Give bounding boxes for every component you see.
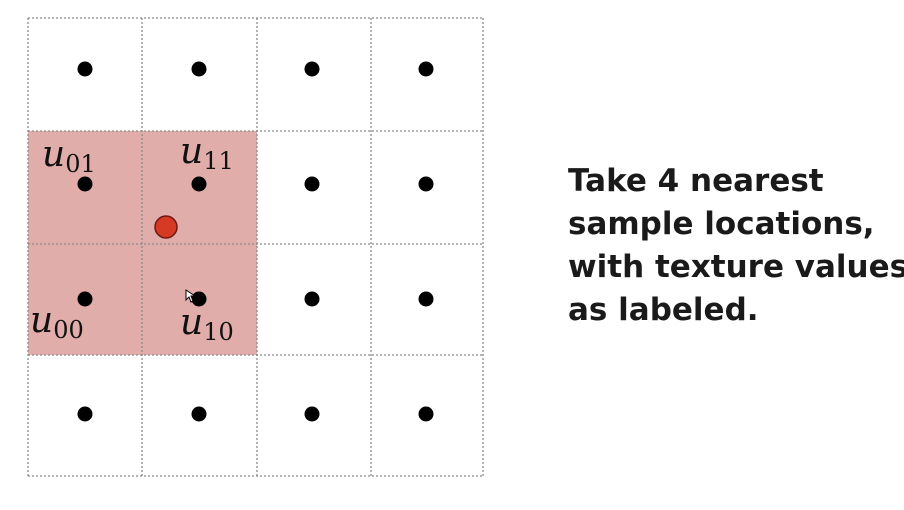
sample-point-r1-c2 xyxy=(304,176,320,192)
sample-point-r1-c0 xyxy=(77,176,93,192)
sample-point-r0-c1 xyxy=(191,61,207,77)
caption-line-4: as labeled. xyxy=(568,292,759,328)
sample-point-r2-c2 xyxy=(304,291,320,307)
sample-point-r3-c2 xyxy=(304,406,320,422)
sample-points xyxy=(77,61,434,422)
label-u11: u11 xyxy=(180,131,234,175)
label-u10: u10 xyxy=(180,302,234,346)
sample-point-r2-c3 xyxy=(418,291,434,307)
sample-point-r0-c3 xyxy=(418,61,434,77)
sample-point-r2-c1 xyxy=(191,291,207,307)
sample-point-r3-c3 xyxy=(418,406,434,422)
mouse-cursor-icon xyxy=(185,289,197,303)
sample-point-r1-c3 xyxy=(418,176,434,192)
sample-point-r3-c0 xyxy=(77,406,93,422)
sample-point-r0-c2 xyxy=(304,61,320,77)
sample-point-r3-c1 xyxy=(191,406,207,422)
sample-point-r1-c1 xyxy=(191,176,207,192)
label-u00: u00 xyxy=(30,300,84,344)
caption-line-3: with texture values xyxy=(568,249,904,285)
sample-point-r2-c0 xyxy=(77,291,93,307)
caption-line-1: Take 4 nearest xyxy=(568,163,824,199)
caption-line-2: sample locations, xyxy=(568,206,875,242)
caption: Take 4 nearest sample locations, with te… xyxy=(568,160,904,332)
query-sample-point xyxy=(154,215,178,239)
grid-lines xyxy=(27,17,484,477)
label-u01: u01 xyxy=(42,134,96,178)
sample-point-r0-c0 xyxy=(77,61,93,77)
